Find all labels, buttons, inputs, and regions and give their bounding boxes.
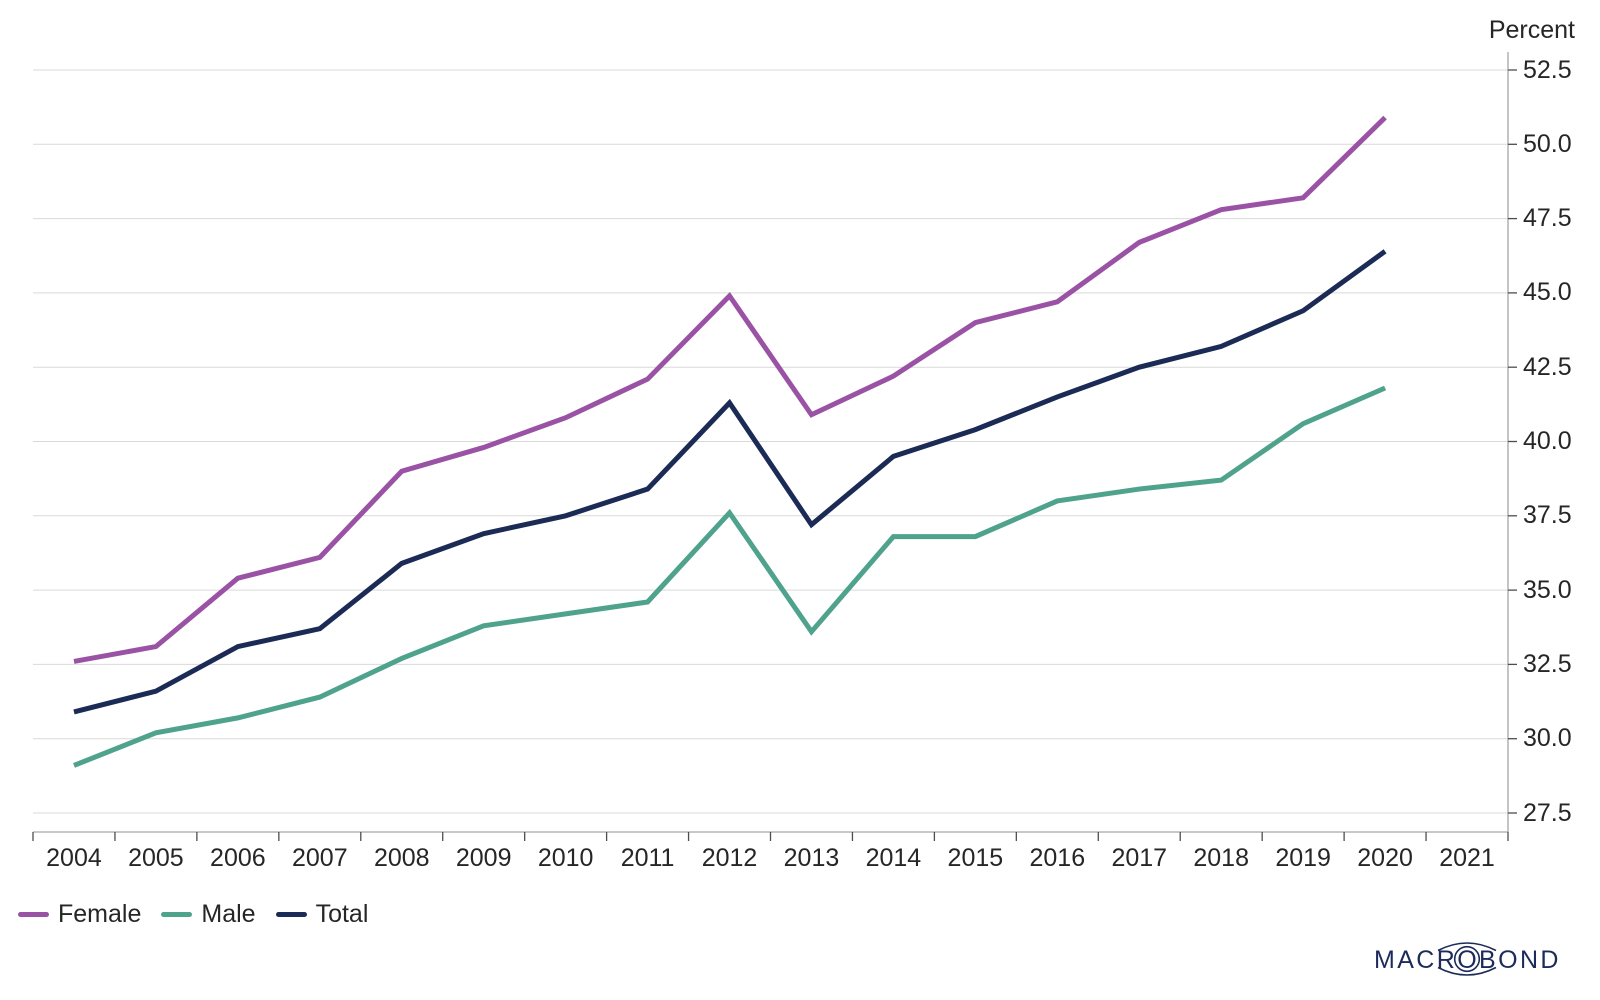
x-tick-label: 2019 bbox=[1275, 844, 1331, 872]
legend-item-female: Female bbox=[18, 900, 141, 929]
logo-bottom-arc bbox=[1437, 966, 1497, 976]
y-tick-label: 30.0 bbox=[1523, 724, 1572, 753]
legend-item-total: Total bbox=[275, 900, 369, 929]
x-tick-label: 2012 bbox=[701, 844, 758, 872]
legend-label: Female bbox=[58, 900, 142, 928]
x-tick-label: 2011 bbox=[620, 844, 675, 872]
legend-swatch-total bbox=[275, 912, 307, 917]
x-tick-label: 2015 bbox=[947, 844, 1004, 872]
x-tick-label: 2020 bbox=[1357, 844, 1413, 872]
x-tick-label: 2017 bbox=[1111, 844, 1168, 872]
x-tick-label: 2007 bbox=[291, 844, 348, 872]
x-tick-label: 2009 bbox=[455, 844, 512, 872]
x-tick-label: 2014 bbox=[865, 844, 922, 872]
y-tick-label: 27.5 bbox=[1523, 798, 1572, 827]
y-tick-label: 50.0 bbox=[1523, 129, 1572, 158]
series-line-male bbox=[73, 385, 1387, 768]
y-tick-label: 35.0 bbox=[1523, 575, 1572, 604]
legend-swatch-female bbox=[18, 912, 49, 917]
x-tick-label: 2010 bbox=[537, 844, 594, 872]
series-line-female bbox=[73, 115, 1387, 664]
y-tick-label: 42.5 bbox=[1523, 352, 1572, 381]
y-tick-label: 52.5 bbox=[1523, 55, 1572, 84]
legend-item-male: Male bbox=[161, 900, 256, 929]
logo-top-arc bbox=[1437, 942, 1497, 952]
y-tick-label: 47.5 bbox=[1523, 204, 1572, 233]
legend-label: Male bbox=[201, 900, 256, 928]
x-tick-label: 2018 bbox=[1193, 844, 1249, 872]
legend-label: Total bbox=[315, 900, 369, 928]
x-tick-label: 2021 bbox=[1439, 844, 1495, 872]
x-tick-label: 2006 bbox=[210, 844, 266, 872]
logo-o-ring bbox=[1453, 945, 1481, 973]
x-tick-label: 2013 bbox=[783, 844, 840, 872]
x-tick-label: 2004 bbox=[46, 844, 102, 872]
y-tick-label: 45.0 bbox=[1523, 278, 1572, 307]
logo-text: MACROBOND bbox=[1374, 946, 1561, 974]
y-axis-title: Percent bbox=[1488, 16, 1575, 44]
legend: Female Male Total bbox=[18, 900, 369, 929]
series-line-total bbox=[73, 249, 1387, 715]
y-tick-label: 32.5 bbox=[1523, 649, 1572, 678]
legend-swatch-male bbox=[161, 912, 193, 917]
y-tick-label: 40.0 bbox=[1523, 427, 1572, 455]
x-tick-label: 2005 bbox=[128, 844, 184, 872]
x-tick-label: 2016 bbox=[1029, 844, 1086, 872]
x-tick-label: 2008 bbox=[373, 844, 430, 872]
y-tick-label: 37.5 bbox=[1523, 501, 1572, 530]
macrobond-logo: MACROBOND bbox=[1374, 942, 1561, 976]
